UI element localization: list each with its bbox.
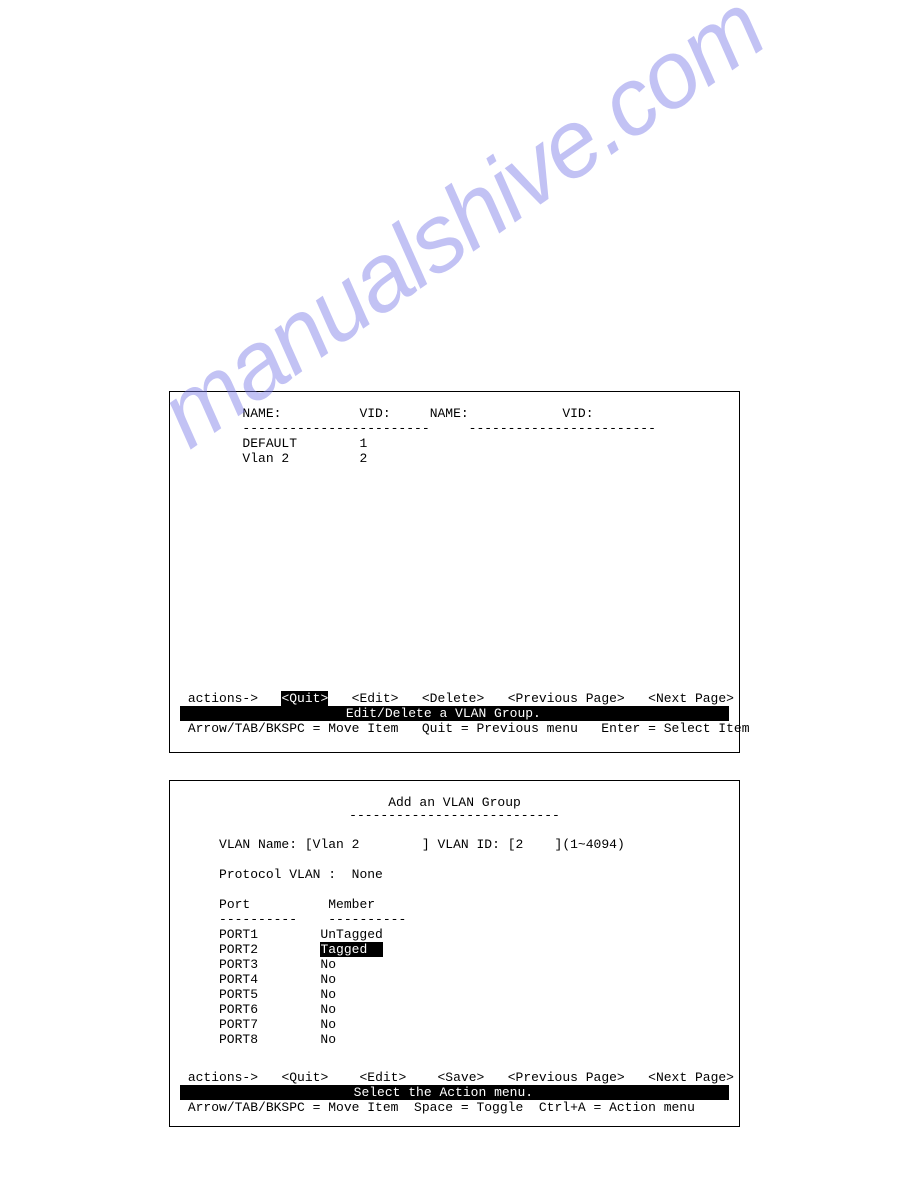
table-row[interactable]: DEFAULT 1 — [180, 436, 729, 451]
table-row[interactable]: Vlan 2 2 — [180, 451, 729, 466]
table-header-row: NAME: VID: NAME: VID: — [180, 406, 729, 421]
help-line: Arrow/TAB/BKSPC = Move Item Quit = Previ… — [180, 721, 729, 736]
port-row[interactable]: PORT4 No — [180, 972, 729, 987]
port-row[interactable]: PORT5 No — [180, 987, 729, 1002]
edit-menu-item[interactable]: <Edit> — [352, 691, 399, 706]
port-row[interactable]: PORT2 Tagged — [180, 942, 729, 957]
title-underline: --------------------------- — [180, 810, 729, 822]
save-menu-item[interactable]: <Save> — [438, 1070, 485, 1085]
spacer — [180, 1047, 729, 1070]
spacer — [180, 466, 729, 691]
status-bar: Select the Action menu. — [180, 1085, 729, 1100]
vlan-name-field-row: VLAN Name: [Vlan 2 ] VLAN ID: [2 ](1~409… — [180, 837, 729, 852]
add-vlan-group-screen: Add an VLAN Group ----------------------… — [169, 780, 740, 1127]
spacer — [180, 882, 729, 897]
port-table-header-underline: ---------- ---------- — [180, 912, 729, 927]
actions-menu: actions-> <Quit> <Edit> <Delete> <Previo… — [180, 691, 729, 706]
quit-menu-item[interactable]: <Quit> — [281, 691, 328, 706]
delete-menu-item[interactable]: <Delete> — [422, 691, 484, 706]
port-row[interactable]: PORT3 No — [180, 957, 729, 972]
actions-label: actions-> — [188, 691, 258, 706]
port-row[interactable]: PORT6 No — [180, 1002, 729, 1017]
port-table-header: Port Member — [180, 897, 729, 912]
vlan-name-input[interactable]: Vlan 2 — [313, 837, 360, 852]
next-page-menu-item[interactable]: <Next Page> — [648, 1070, 734, 1085]
next-page-menu-item[interactable]: <Next Page> — [648, 691, 734, 706]
spacer — [180, 852, 729, 867]
actions-label: actions-> — [188, 1070, 258, 1085]
port-table-body: PORT1 UnTagged PORT2 Tagged PORT3 No POR… — [180, 927, 729, 1047]
protocol-vlan-value[interactable]: None — [352, 867, 383, 882]
port-row[interactable]: PORT7 No — [180, 1017, 729, 1032]
quit-menu-item[interactable]: <Quit> — [281, 1070, 328, 1085]
help-line: Arrow/TAB/BKSPC = Move Item Space = Togg… — [180, 1100, 729, 1115]
protocol-vlan-row: Protocol VLAN : None — [180, 867, 729, 882]
actions-menu: actions-> <Quit> <Edit> <Save> <Previous… — [180, 1070, 729, 1085]
spacer — [180, 822, 729, 837]
prev-page-menu-item[interactable]: <Previous Page> — [508, 691, 625, 706]
prev-page-menu-item[interactable]: <Previous Page> — [508, 1070, 625, 1085]
status-bar: Edit/Delete a VLAN Group. — [180, 706, 729, 721]
port-row[interactable]: PORT8 No — [180, 1032, 729, 1047]
vlan-list-screen: NAME: VID: NAME: VID: ------------------… — [169, 391, 740, 753]
vlan-id-input[interactable]: 2 — [516, 837, 524, 852]
edit-menu-item[interactable]: <Edit> — [359, 1070, 406, 1085]
port-row[interactable]: PORT1 UnTagged — [180, 927, 729, 942]
table-header-underline: ------------------------ ---------------… — [180, 421, 729, 436]
